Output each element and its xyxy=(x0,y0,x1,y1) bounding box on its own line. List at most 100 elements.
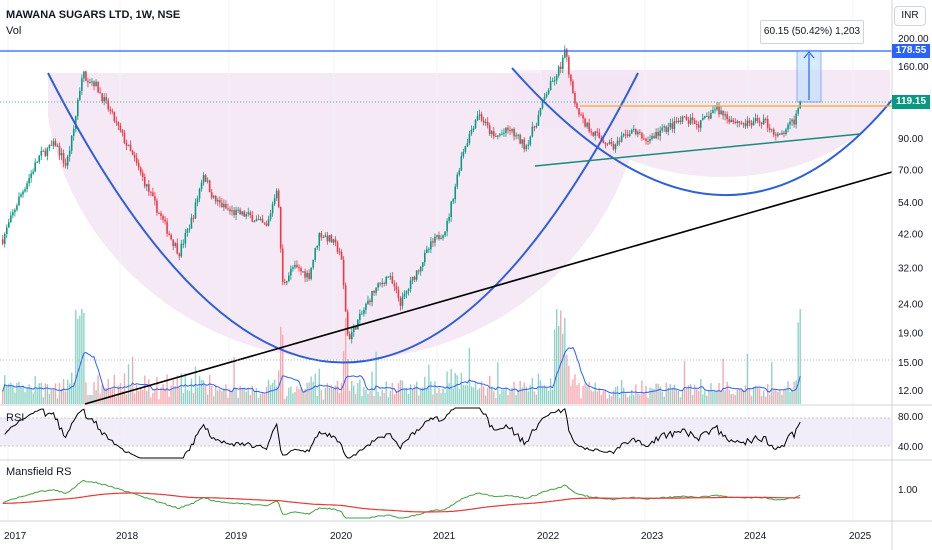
candle-body xyxy=(586,122,588,127)
volume-bar xyxy=(659,386,661,404)
candle-body xyxy=(241,211,243,215)
volume-bar xyxy=(231,391,233,404)
symbol-title: MAWANA SUGARS LTD, 1W, NSE xyxy=(6,9,181,21)
candle-body xyxy=(166,221,168,234)
candle-body xyxy=(150,191,152,193)
volume-bar xyxy=(247,388,249,404)
volume-bar xyxy=(42,397,45,404)
candle-body xyxy=(58,145,61,156)
candle-body xyxy=(219,199,221,203)
volume-bar xyxy=(349,390,351,404)
candle-body xyxy=(202,175,205,183)
candle-body xyxy=(119,125,122,131)
volume-bar xyxy=(612,390,615,404)
volume-bar xyxy=(708,390,710,404)
candle-body xyxy=(775,134,777,136)
candle-body xyxy=(129,144,132,151)
candle-body xyxy=(186,229,189,234)
volume-bar xyxy=(726,381,728,404)
volume-bar xyxy=(243,387,245,404)
volume-bar xyxy=(318,368,320,404)
candle-body xyxy=(697,124,700,128)
volume-bar xyxy=(363,386,365,404)
volume-bar xyxy=(56,398,59,404)
candle-body xyxy=(269,213,272,220)
volume-bar xyxy=(326,383,329,404)
volume-bar xyxy=(568,365,570,404)
volume-bar xyxy=(460,372,463,404)
candle-body xyxy=(342,259,345,286)
volume-bar xyxy=(649,387,651,404)
volume-bar xyxy=(499,394,501,404)
candle-body xyxy=(521,139,523,144)
volume-bar xyxy=(180,373,182,404)
volume-bar xyxy=(529,385,532,404)
volume-bar xyxy=(669,384,672,404)
volume-bar xyxy=(129,387,132,404)
volume-bar xyxy=(304,389,306,404)
time-tick-label: 2017 xyxy=(4,531,27,542)
candle-body xyxy=(399,298,402,306)
candle-body xyxy=(365,304,367,310)
volume-bar xyxy=(781,394,783,404)
candle-body xyxy=(630,130,633,134)
candle-body xyxy=(582,114,584,119)
time-tick-label: 2024 xyxy=(744,531,767,542)
volume-bar xyxy=(310,376,312,404)
volume-bar xyxy=(48,394,51,404)
volume-bar xyxy=(284,398,286,404)
candle-body xyxy=(107,100,110,110)
volume-bar xyxy=(602,390,605,404)
candle-body xyxy=(320,233,323,238)
volume-bar xyxy=(588,382,590,404)
candle-body xyxy=(478,114,481,116)
candle-body xyxy=(785,129,787,135)
candle-body xyxy=(85,71,87,81)
volume-bar xyxy=(302,392,304,404)
volume-bar xyxy=(184,373,187,404)
candle-body xyxy=(626,134,629,136)
volume-bar xyxy=(732,393,734,404)
volume-bar xyxy=(282,334,284,404)
candle-body xyxy=(300,268,302,272)
candle-body xyxy=(206,180,209,182)
volume-bar xyxy=(280,326,282,404)
volume-bar xyxy=(667,387,669,404)
candle-body xyxy=(655,131,657,139)
volume-bar xyxy=(744,385,747,404)
candle-body xyxy=(281,248,284,282)
candle-body xyxy=(519,134,521,144)
volume-bar xyxy=(551,389,554,404)
volume-bar xyxy=(710,383,712,404)
volume-bar xyxy=(799,309,801,404)
candle-body xyxy=(30,173,32,179)
volume-bar xyxy=(340,382,343,404)
volume-bar xyxy=(750,395,753,404)
candle-body xyxy=(596,131,599,133)
volume-bar xyxy=(420,388,422,404)
candle-body xyxy=(111,110,114,112)
candle-body xyxy=(643,138,645,140)
candle-body xyxy=(170,234,172,240)
candle-body xyxy=(428,249,430,251)
volume-bar xyxy=(681,389,684,404)
volume-bar xyxy=(773,389,775,404)
volume-bar xyxy=(2,390,4,404)
price-tick-label: 12.00 xyxy=(898,386,923,397)
candle-body xyxy=(154,196,156,201)
volume-bar xyxy=(616,386,619,404)
candle-body xyxy=(139,167,142,173)
volume-bar xyxy=(653,388,655,404)
volume-bar xyxy=(127,364,130,404)
currency-button[interactable]: INR xyxy=(894,6,926,26)
volume-bar xyxy=(584,383,586,404)
candle-body xyxy=(93,81,95,87)
candle-body xyxy=(385,276,388,284)
volume-bar xyxy=(505,387,507,404)
candle-body xyxy=(612,144,615,150)
candle-body xyxy=(673,121,676,130)
volume-bar xyxy=(478,388,481,404)
volume-bar xyxy=(600,395,603,404)
mansfield-rs-ma-line xyxy=(2,492,801,513)
